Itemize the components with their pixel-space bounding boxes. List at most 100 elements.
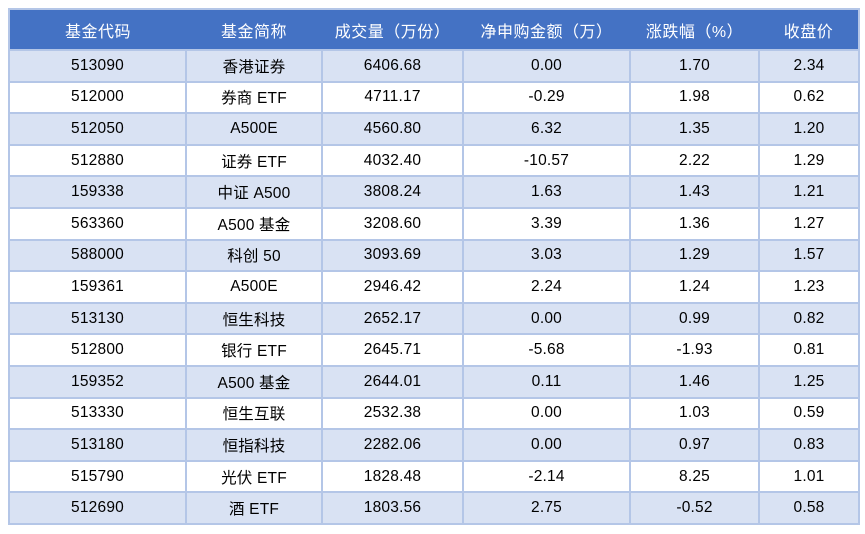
table-row: 512800 银行 ETF 2645.71 -5.68 -1.93 0.81: [8, 333, 860, 367]
table-row: 159338 中证 A500 3808.24 1.63 1.43 1.21: [8, 175, 860, 209]
cell-fund-code: 588000: [8, 238, 187, 273]
cell-volume: 3093.69: [321, 238, 464, 273]
cell-close-price: 1.23: [758, 270, 860, 304]
cell-fund-code: 159338: [8, 175, 187, 209]
cell-fund-name: 券商 ETF: [185, 80, 323, 115]
cell-fund-name: 光伏 ETF: [185, 459, 323, 494]
cell-fund-name: A500E: [185, 270, 323, 304]
cell-fund-code: 515790: [8, 459, 187, 494]
cell-fund-code: 512000: [8, 80, 187, 115]
cell-change-pct: 8.25: [629, 459, 760, 494]
cell-change-pct: 1.36: [629, 206, 760, 241]
cell-fund-code: 513130: [8, 301, 187, 336]
cell-fund-name: A500 基金: [185, 364, 323, 399]
cell-close-price: 1.27: [758, 206, 860, 241]
cell-fund-code: 513180: [8, 428, 187, 462]
cell-change-pct: -0.52: [629, 491, 760, 525]
cell-net-subscription: 0.00: [462, 428, 631, 462]
column-header: 收盘价: [759, 9, 859, 51]
cell-close-price: 0.59: [758, 396, 860, 431]
cell-volume: 3208.60: [321, 206, 464, 241]
table-row: 513090 香港证券 6406.68 0.00 1.70 2.34: [8, 49, 860, 83]
table-row: 563360 A500 基金 3208.60 3.39 1.36 1.27: [8, 206, 860, 241]
cell-close-price: 0.81: [758, 333, 860, 367]
fund-table: 基金代码 基金简称 成交量（万份） 净申购金额（万） 涨跌幅（%） 收盘价 513090 香…: [8, 8, 860, 525]
cell-fund-name: 香港证券: [185, 49, 323, 83]
cell-net-subscription: -0.29: [462, 80, 631, 115]
column-header: 净申购金额（万）: [463, 9, 630, 51]
cell-volume: 2282.06: [321, 428, 464, 462]
cell-fund-name: 银行 ETF: [185, 333, 323, 367]
cell-change-pct: 1.70: [629, 49, 760, 83]
header-row: 基金代码 基金简称 成交量（万份） 净申购金额（万） 涨跌幅（%） 收盘价: [9, 9, 859, 51]
cell-close-price: 2.34: [758, 49, 860, 83]
cell-volume: 2645.71: [321, 333, 464, 367]
table-body: 513090 香港证券 6406.68 0.00 1.70 2.34 512000 券商 ET…: [8, 49, 860, 525]
cell-close-price: 0.83: [758, 428, 860, 462]
cell-volume: 6406.68: [321, 49, 464, 83]
cell-change-pct: -1.93: [629, 333, 760, 367]
cell-close-price: 0.62: [758, 80, 860, 115]
table-row: 159352 A500 基金 2644.01 0.11 1.46 1.25: [8, 364, 860, 399]
cell-close-price: 1.20: [758, 112, 860, 146]
cell-change-pct: 1.24: [629, 270, 760, 304]
cell-net-subscription: 0.00: [462, 301, 631, 336]
cell-volume: 4711.17: [321, 80, 464, 115]
cell-fund-code: 512880: [8, 143, 187, 178]
cell-fund-name: 中证 A500: [185, 175, 323, 209]
table-row: 512880 证券 ETF 4032.40 -10.57 2.22 1.29: [8, 143, 860, 178]
cell-fund-code: 513090: [8, 49, 187, 83]
cell-net-subscription: 2.75: [462, 491, 631, 525]
column-header: 成交量（万份）: [322, 9, 463, 51]
cell-net-subscription: 0.00: [462, 396, 631, 431]
table-row: 512690 酒 ETF 1803.56 2.75 -0.52 0.58: [8, 491, 860, 525]
table-row: 515790 光伏 ETF 1828.48 -2.14 8.25 1.01: [8, 459, 860, 494]
cell-fund-name: 恒指科技: [185, 428, 323, 462]
cell-close-price: 0.82: [758, 301, 860, 336]
cell-net-subscription: 6.32: [462, 112, 631, 146]
cell-volume: 2644.01: [321, 364, 464, 399]
cell-fund-code: 512690: [8, 491, 187, 525]
cell-change-pct: 1.43: [629, 175, 760, 209]
cell-fund-code: 512050: [8, 112, 187, 146]
cell-change-pct: 1.03: [629, 396, 760, 431]
table-row: 512050 A500E 4560.80 6.32 1.35 1.20: [8, 112, 860, 146]
cell-close-price: 1.21: [758, 175, 860, 209]
cell-fund-name: A500E: [185, 112, 323, 146]
cell-change-pct: 0.99: [629, 301, 760, 336]
cell-volume: 1828.48: [321, 459, 464, 494]
cell-volume: 1803.56: [321, 491, 464, 525]
cell-change-pct: 1.98: [629, 80, 760, 115]
cell-close-price: 1.29: [758, 143, 860, 178]
cell-fund-name: 恒生科技: [185, 301, 323, 336]
cell-fund-code: 563360: [8, 206, 187, 241]
table-row: 513330 恒生互联 2532.38 0.00 1.03 0.59: [8, 396, 860, 431]
cell-change-pct: 1.46: [629, 364, 760, 399]
column-header: 涨跌幅（%）: [630, 9, 759, 51]
cell-change-pct: 1.29: [629, 238, 760, 273]
cell-fund-code: 159352: [8, 364, 187, 399]
cell-net-subscription: 1.63: [462, 175, 631, 209]
cell-volume: 4032.40: [321, 143, 464, 178]
cell-change-pct: 1.35: [629, 112, 760, 146]
cell-fund-name: 恒生互联: [185, 396, 323, 431]
cell-net-subscription: 2.24: [462, 270, 631, 304]
table-row: 513130 恒生科技 2652.17 0.00 0.99 0.82: [8, 301, 860, 336]
cell-net-subscription: 0.00: [462, 49, 631, 83]
cell-fund-name: 科创 50: [185, 238, 323, 273]
table-row: 512000 券商 ETF 4711.17 -0.29 1.98 0.62: [8, 80, 860, 115]
fund-table-container: 基金代码 基金简称 成交量（万份） 净申购金额（万） 涨跌幅（%） 收盘价 513090 香…: [8, 8, 860, 525]
cell-volume: 2532.38: [321, 396, 464, 431]
cell-net-subscription: 3.03: [462, 238, 631, 273]
cell-net-subscription: -2.14: [462, 459, 631, 494]
cell-net-subscription: -10.57: [462, 143, 631, 178]
cell-close-price: 1.25: [758, 364, 860, 399]
cell-fund-code: 512800: [8, 333, 187, 367]
cell-close-price: 1.57: [758, 238, 860, 273]
cell-fund-name: 酒 ETF: [185, 491, 323, 525]
cell-volume: 3808.24: [321, 175, 464, 209]
column-header: 基金简称: [186, 9, 322, 51]
table-row: 588000 科创 50 3093.69 3.03 1.29 1.57: [8, 238, 860, 273]
cell-fund-code: 513330: [8, 396, 187, 431]
table-row: 513180 恒指科技 2282.06 0.00 0.97 0.83: [8, 428, 860, 462]
